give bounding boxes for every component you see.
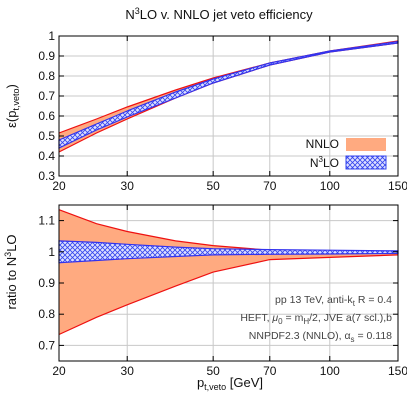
title-part: LO v. NNLO jet veto efficiency	[140, 7, 313, 22]
annotation-segment: = 0.118	[355, 330, 393, 342]
annotation-segment: HEFT,	[240, 312, 272, 324]
annotation-segment: /2, JVE a(7 scl.),b	[309, 312, 392, 324]
annotation-segment: s	[351, 335, 355, 344]
bottom-band-nnlo-lower-edge	[58, 254, 399, 336]
legend-swatch-n3lo	[345, 155, 387, 170]
annotation-line: NNPDF2.3 (NNLO), αs = 0.118	[249, 330, 392, 344]
bottom-y-tick-label: 0.8	[38, 307, 55, 321]
top-y-tick-label: 0.5	[38, 129, 55, 143]
ylabel-part: )	[4, 84, 19, 88]
bottom-x-tick-label: 50	[206, 364, 220, 378]
annotation-segment: H	[303, 317, 309, 326]
title-superscript: 3	[135, 6, 140, 16]
top-x-tick-label: 150	[388, 179, 407, 193]
bottom-y-tick-label: 1.1	[38, 214, 55, 228]
ylabel-part: ratio to N	[4, 257, 19, 310]
legend-label-nnlo: NNLO	[306, 137, 339, 151]
title-part: N	[125, 7, 134, 22]
xlabel-subscript: t,veto	[204, 382, 226, 392]
annotation-segment: = m	[283, 312, 304, 324]
annotation-segment: pp 13 TeV, anti-k	[275, 294, 353, 306]
top-y-tick-label: 0.8	[38, 69, 55, 83]
annotation-line: pp 13 TeV, anti-kt R = 0.4	[275, 294, 392, 308]
top-x-tick-label: 100	[320, 179, 340, 193]
x-axis-label: pt,veto [GeV]	[197, 375, 263, 392]
top-y-tick-label: 1	[48, 29, 55, 43]
annotation-segment: NNPDF2.3 (NNLO), α	[249, 330, 351, 342]
top-y-tick-label: 0.9	[38, 49, 55, 63]
bottom-x-tick-label: 70	[263, 364, 277, 378]
top-x-tick-label: 20	[52, 179, 66, 193]
top-x-tick-label: 50	[206, 179, 220, 193]
annotation-segment: 0	[278, 317, 283, 326]
bottom-y-tick-label: 0.9	[38, 276, 55, 290]
annotation-segment: R = 0.4	[355, 294, 392, 306]
bottom-x-tick-label: 150	[388, 364, 407, 378]
ylabel-part: ε(p	[4, 111, 19, 128]
bottom-y-tick-label: 1	[48, 245, 55, 259]
bottom-x-tick-label: 100	[320, 364, 340, 378]
annotation-line: HEFT, μ0 = mH/2, JVE a(7 scl.),b	[240, 312, 392, 326]
ylabel-subscript: t,veto	[11, 88, 21, 110]
top-band-n3lo	[58, 40, 399, 149]
bottom-panel-ylabel: ratio to N3LO	[3, 234, 19, 309]
legend-part: N	[310, 156, 319, 170]
bottom-panel: 0.7 0.8 0.9 1 1.1 20 30 50 70 100 150	[38, 204, 407, 378]
top-y-tick-label: 0.7	[38, 89, 55, 103]
ylabel-part: LO	[4, 234, 19, 251]
top-x-tick-label: 30	[121, 179, 135, 193]
annotation-segment: t	[353, 299, 356, 308]
legend-superscript: 3	[319, 155, 324, 164]
top-y-tick-label: 0.3	[38, 169, 55, 183]
chart-title: N3LO v. NNLO jet veto efficiency	[125, 6, 313, 22]
top-panel-ylabel: ε(pt,veto)	[4, 84, 21, 128]
annotation-segment: μ	[271, 312, 278, 324]
bottom-x-tick-label: 20	[52, 364, 66, 378]
legend-label-n3lo: N3LO	[310, 155, 339, 170]
xlabel-part: p	[197, 375, 204, 390]
bottom-y-tick-label: 0.7	[38, 338, 55, 352]
top-y-tick-label: 0.6	[38, 109, 55, 123]
bottom-band-nnlo	[59, 209, 398, 335]
top-x-tick-label: 70	[263, 179, 277, 193]
top-frame	[58, 35, 399, 177]
top-panel: 0.3 0.4 0.5 0.6 0.7 0.8 0.9 1 20 30 50 70 100 150	[38, 29, 407, 193]
legend-part: LO	[323, 156, 339, 170]
legend: NNLO N3LO	[306, 137, 387, 170]
top-y-tick-label: 0.4	[38, 149, 55, 163]
xlabel-part: [GeV]	[226, 375, 263, 390]
ylabel-superscript: 3	[3, 252, 13, 257]
bottom-x-tick-label: 30	[121, 364, 135, 378]
legend-swatch-nnlo	[346, 138, 386, 151]
